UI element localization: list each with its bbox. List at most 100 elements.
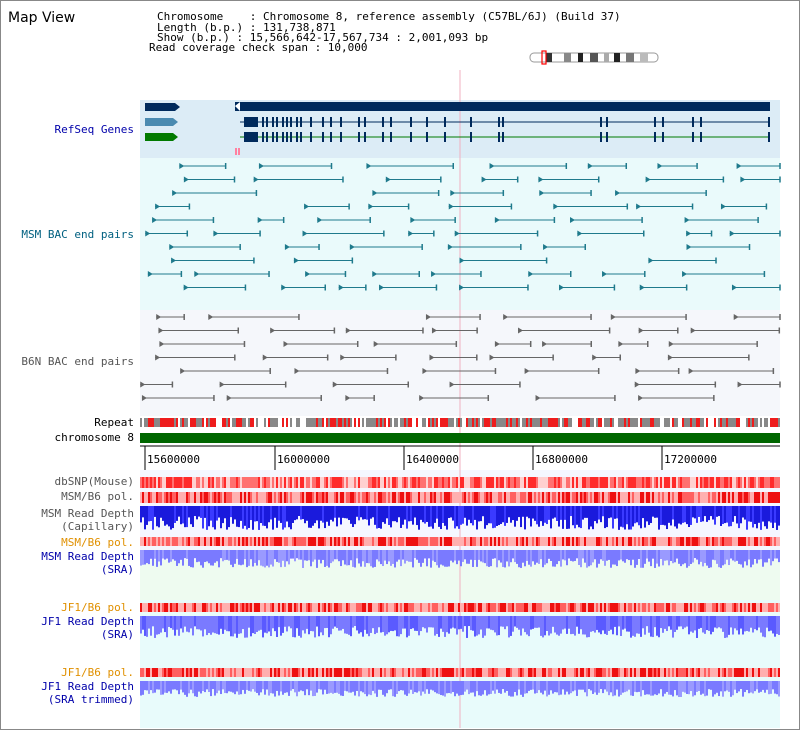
depth-cap-bar — [368, 506, 370, 526]
dbsnp-mark — [726, 477, 728, 488]
dbsnp-mark — [540, 477, 542, 488]
depth-jf1-bar — [344, 616, 346, 634]
track-label-jf1-depth-sra[interactable]: JF1 Read Depth — [41, 615, 134, 628]
depth-cap-bar — [590, 506, 592, 527]
depth-jf1-trim-bar — [208, 681, 210, 692]
depth-sra-bar — [752, 550, 754, 565]
pol-mark — [482, 537, 484, 546]
dbsnp-mark — [684, 477, 686, 488]
track-label-msm-pol-1[interactable]: MSM/B6 pol. — [61, 490, 134, 503]
pol-mark — [564, 492, 566, 503]
depth-cap-bar — [724, 506, 726, 524]
pol-mark — [674, 492, 676, 503]
depth-sra-bar — [640, 550, 642, 568]
msm-bac-pair-end — [372, 190, 378, 196]
dbsnp-mark — [576, 477, 578, 488]
gene-arrow — [175, 103, 180, 111]
pol-mark — [498, 668, 500, 677]
dbsnp-mark — [494, 477, 496, 488]
dbsnp-mark — [194, 477, 196, 488]
pol-mark — [638, 537, 640, 546]
depth-jf1-trim-bar — [778, 681, 780, 697]
repeat-mark — [586, 418, 588, 427]
pol-mark — [488, 537, 490, 546]
depth-jf1-bar — [412, 616, 414, 629]
track-label-b6n-bac[interactable]: B6N BAC end pairs — [21, 355, 134, 368]
depth-sra-bar — [754, 550, 756, 560]
track-label-jf1-depth-trim[interactable]: JF1 Read Depth — [41, 680, 134, 693]
depth-jf1-trim-bar — [658, 681, 660, 694]
pol-mark — [256, 603, 258, 612]
pol-mark — [610, 537, 612, 546]
repeat-mark — [246, 418, 248, 427]
pol-mark — [538, 537, 540, 546]
repeat-mark — [704, 418, 706, 427]
depth-jf1-trim-bar — [334, 681, 336, 693]
pol-mark — [612, 537, 614, 546]
pol-mark — [328, 537, 330, 546]
depth-sra-bar — [478, 550, 480, 560]
pol-mark — [700, 492, 702, 503]
pol-mark — [628, 603, 630, 612]
pol-mark — [730, 603, 732, 612]
depth-jf1-trim-bar — [468, 681, 470, 695]
depth-cap-bar — [426, 506, 428, 522]
pol-mark — [766, 603, 768, 612]
depth-jf1-trim-bar — [500, 681, 502, 694]
track-label-msm-pol-2[interactable]: MSM/B6 pol. — [61, 536, 134, 549]
depth-sra-bar — [540, 550, 542, 560]
depth-jf1-bar — [730, 616, 732, 628]
pol-mark — [708, 492, 710, 503]
msm-bac-pair-end — [731, 284, 737, 291]
repeat-mark — [480, 418, 482, 427]
dbsnp-mark — [584, 477, 586, 488]
depth-sra-bar — [248, 550, 250, 566]
pol-mark — [634, 537, 636, 546]
pol-mark — [446, 603, 448, 612]
track-label-repeat[interactable]: Repeat — [94, 416, 134, 429]
pol-mark — [570, 537, 572, 546]
track-label-chromosome[interactable]: chromosome 8 — [54, 431, 134, 444]
pol-mark — [236, 603, 238, 612]
dbsnp-mark — [392, 477, 394, 488]
depth-jf1-trim-bar — [410, 681, 412, 690]
pol-mark — [576, 492, 578, 503]
depth-jf1-bar — [150, 616, 152, 636]
depth-jf1-bar — [390, 616, 392, 631]
depth-jf1-trim-bar — [686, 681, 688, 694]
depth-jf1-bar — [384, 616, 386, 636]
depth-jf1-bar — [532, 616, 534, 629]
dbsnp-mark — [604, 477, 606, 488]
pol-mark — [342, 668, 344, 677]
track-label-dbsnp[interactable]: dbSNP(Mouse) — [54, 475, 134, 488]
depth-jf1-trim-bar — [276, 681, 278, 691]
track-label-jf1-pol-2[interactable]: JF1/B6 pol. — [61, 666, 134, 679]
track-label-refseq[interactable]: RefSeq Genes — [54, 123, 134, 136]
dbsnp-mark — [382, 477, 384, 488]
pol-mark — [356, 668, 358, 677]
track-label-jf1-pol-1[interactable]: JF1/B6 pol. — [61, 601, 134, 614]
chromosome-ideogram[interactable] — [528, 50, 662, 66]
pol-mark — [208, 668, 210, 677]
track-label-msm-depth-sra[interactable]: MSM Read Depth — [41, 550, 134, 563]
pol-mark — [750, 603, 752, 612]
pol-mark — [286, 492, 288, 503]
repeat-mark — [688, 418, 690, 427]
pol-mark — [360, 668, 362, 677]
pol-mark — [772, 668, 774, 677]
pol-mark — [306, 603, 308, 612]
exon-mark — [282, 117, 284, 127]
depth-jf1-bar — [290, 616, 292, 629]
depth-sra-bar — [562, 550, 564, 560]
pol-mark — [714, 492, 716, 503]
track-label-msm-depth-cap[interactable]: MSM Read Depth — [41, 507, 134, 520]
pol-mark — [274, 492, 276, 503]
depth-cap-bar — [268, 506, 270, 523]
dbsnp-mark — [650, 477, 652, 488]
depth-jf1-bar — [172, 616, 174, 630]
dbsnp-mark — [560, 477, 562, 488]
exon-mark — [358, 132, 360, 142]
pol-mark — [628, 668, 630, 677]
track-label-msm-bac[interactable]: MSM BAC end pairs — [21, 228, 134, 241]
